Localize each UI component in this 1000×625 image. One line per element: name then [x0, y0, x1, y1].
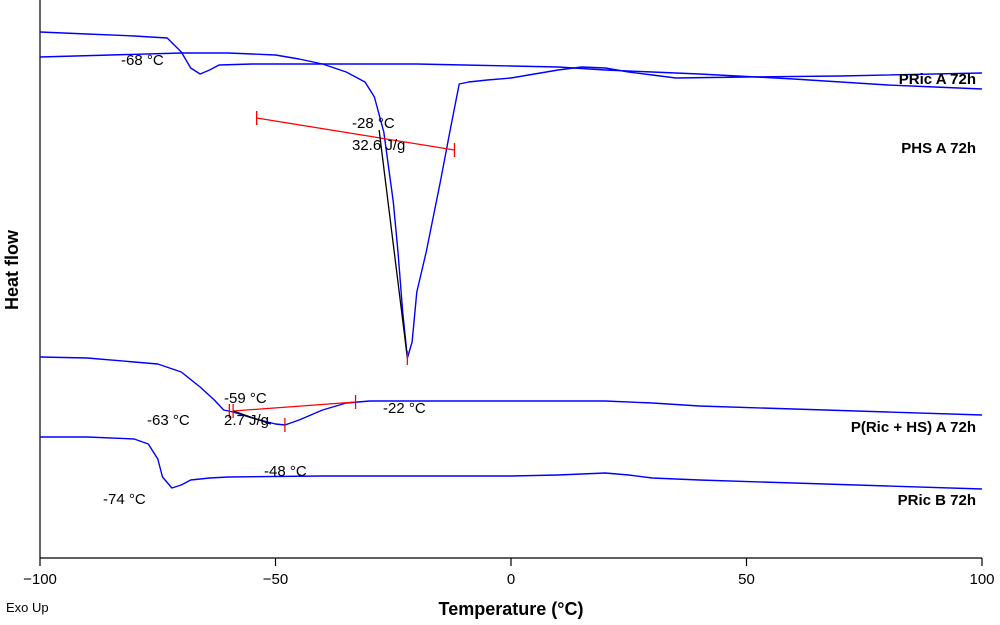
series-label-pric-b: PRic B 72h: [898, 492, 976, 509]
series-label-pric-a: PRic A 72h: [899, 71, 976, 88]
axes: [39, 0, 982, 559]
baseline-0: [256, 117, 455, 151]
exo-up-label: Exo Up: [6, 600, 49, 615]
annotation-tg-blend: -63 °C: [147, 412, 190, 429]
series-label-pric-hs-a: P(Ric + HS) A 72h: [851, 419, 976, 436]
overlay-layer: [228, 111, 456, 432]
series-line-3: [40, 436, 983, 490]
series-layer: [39, 31, 983, 490]
x-tick-label: 100: [969, 571, 994, 588]
annotation-tg-pric-b: -74 °C: [103, 491, 146, 508]
labels-layer: Heat flow Temperature (°C) Exo Up PRic A…: [2, 52, 976, 619]
baseline-1: [233, 401, 356, 412]
series-label-phs-a: PHS A 72h: [901, 140, 976, 157]
annotation-peak-blend: -48 °C: [264, 463, 307, 480]
integration-line-0: [378, 129, 409, 359]
series-line-0: [39, 31, 983, 90]
y-axis-title: Heat flow: [2, 229, 22, 310]
annotation-tg-pric-a: -68 °C: [121, 52, 164, 69]
annotation-enthalpy-blend: 2.7 J/g: [224, 412, 269, 429]
x-tick-label: −100: [23, 571, 57, 588]
x-tick-label: −50: [263, 571, 288, 588]
annotation-enthalpy-phs: 32.6 J/g: [352, 137, 405, 154]
x-tick-label: 0: [507, 571, 515, 588]
x-tick-label: 50: [738, 571, 755, 588]
x-ticks: −100 −50 0 50 100: [23, 558, 995, 588]
series-line-2: [39, 356, 983, 426]
series-line-1: [39, 52, 983, 359]
x-axis-title: Temperature (°C): [439, 599, 584, 619]
annotation-peak-phs: -22 °C: [383, 400, 426, 417]
annotation-onset-blend: -59 °C: [224, 390, 267, 407]
annotation-onset-phs: -28 °C: [352, 115, 395, 132]
integration-line-1: [232, 410, 272, 425]
